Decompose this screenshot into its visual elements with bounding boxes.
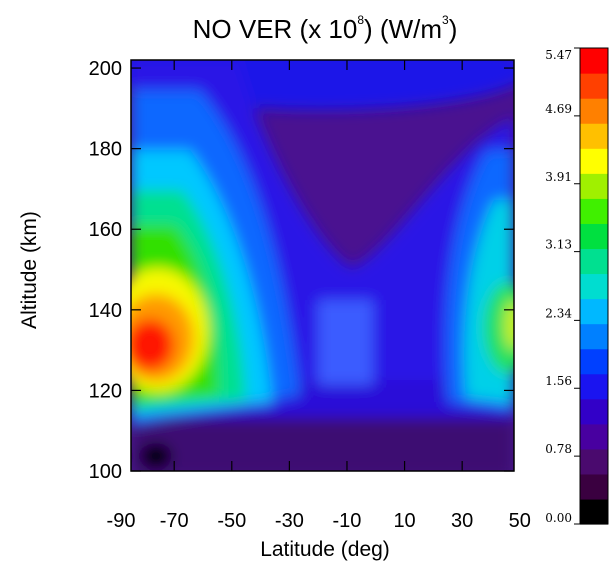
colorbar-segment xyxy=(580,198,608,224)
colorbar-frame xyxy=(579,47,609,525)
x-tick-label: -90 xyxy=(107,510,136,532)
x-axis-ticks: -90 -70 -50 -30 -10 10 30 50 xyxy=(107,60,531,532)
heatmap-region xyxy=(140,443,172,469)
colorbar-tick-label: 0.00 xyxy=(545,511,572,525)
x-tick-label: 30 xyxy=(451,510,473,532)
heatmap-region xyxy=(505,300,514,350)
colorbar-segment xyxy=(580,73,608,99)
y-tick-label: 200 xyxy=(89,58,122,80)
colorbar-segment xyxy=(580,423,608,450)
colorbar-segment xyxy=(580,398,608,425)
heatmap-field xyxy=(131,60,514,471)
colorbar-segment xyxy=(580,323,608,350)
x-axis-label: Latitude (deg) xyxy=(260,538,390,561)
colorbar-segment xyxy=(580,298,608,325)
colorbar-segment xyxy=(580,173,608,199)
chart-title: NO VER (x 108) (W/m3) xyxy=(192,13,458,44)
title-exponent-1: 8 xyxy=(357,13,365,28)
y-tick-label: 100 xyxy=(89,461,122,483)
y-tick-label: 160 xyxy=(89,219,122,241)
colorbar-tick-label: 5.47 xyxy=(545,48,572,62)
colorbar-segment xyxy=(580,248,608,275)
colorbar-tick-label: 1.56 xyxy=(545,374,572,388)
x-tick-label: 50 xyxy=(509,510,531,532)
colorbar-segment xyxy=(580,98,608,124)
x-tick-label: -50 xyxy=(217,510,246,532)
colorbar-tick-label: 3.91 xyxy=(545,170,572,184)
heatmap-contours xyxy=(131,60,514,471)
x-tick-label: -70 xyxy=(160,510,189,532)
plot-frame xyxy=(130,59,515,472)
colorbar-segment xyxy=(580,498,608,525)
x-tick-label: -10 xyxy=(333,510,362,532)
x-tick-label: 10 xyxy=(393,510,415,532)
colorbar-segment xyxy=(580,273,608,300)
heatmap-region xyxy=(318,300,373,385)
colorbar-segment xyxy=(580,148,608,174)
y-tick-label: 120 xyxy=(89,380,122,402)
heatmap-region xyxy=(131,319,174,371)
colorbar-tick-label: 2.34 xyxy=(545,306,572,320)
colorbar-tick-label: 3.13 xyxy=(545,238,572,252)
colorbar-tick-label: 4.69 xyxy=(545,102,572,116)
y-tick-label: 140 xyxy=(89,300,122,322)
colorbar-tick-label: 0.78 xyxy=(545,442,572,456)
x-tick-label: -30 xyxy=(275,510,304,532)
y-tick-label: 180 xyxy=(89,139,122,161)
heatmap-region xyxy=(484,282,514,374)
colorbar-segment xyxy=(580,48,608,74)
colorbar-segment xyxy=(580,448,608,475)
colorbar-segment xyxy=(580,473,608,500)
colorbar-segment xyxy=(580,348,608,375)
title-exponent-2: 3 xyxy=(442,13,449,28)
y-axis-ticks: 100 120 140 160 180 200 xyxy=(89,58,514,483)
heatmap-region xyxy=(131,418,514,471)
colorbar-segment xyxy=(580,373,608,400)
colorbar-segment xyxy=(580,123,608,149)
colorbar: 0.00 0.78 1.56 2.34 3.13 3.91 4.69 5.47 xyxy=(545,47,609,525)
colorbar-segment xyxy=(580,223,608,250)
